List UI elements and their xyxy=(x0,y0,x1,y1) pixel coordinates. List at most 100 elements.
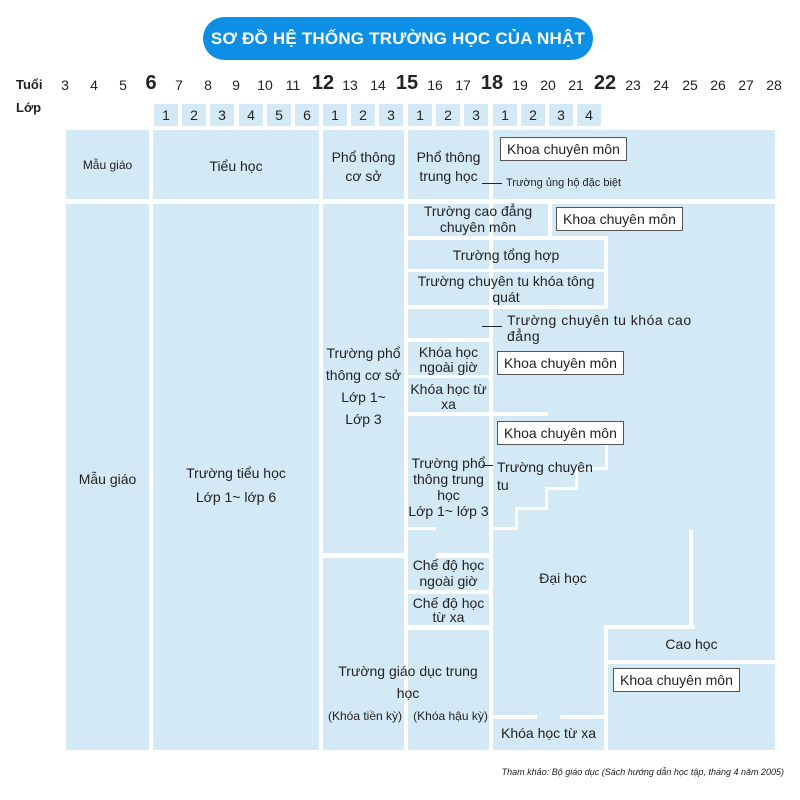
stair-line xyxy=(605,445,608,470)
divider-line xyxy=(66,199,775,204)
grade-cell: 1 xyxy=(493,104,517,126)
age-tick: 24 xyxy=(653,77,669,93)
age-tick: 3 xyxy=(61,77,69,93)
age-tick: 19 xyxy=(512,77,528,93)
grade-cell: 3 xyxy=(464,104,488,126)
tieu-hoc-top-label: Tiểu học xyxy=(209,158,263,174)
age-tick: 4 xyxy=(90,77,98,93)
khoa-tien-ky-label: (Khóa tiền kỳ) xyxy=(327,709,403,723)
age-tick: 27 xyxy=(738,77,754,93)
divider-line xyxy=(489,130,493,750)
age-tick: 14 xyxy=(370,77,386,93)
age-tick: 10 xyxy=(257,77,273,93)
age-tick: 11 xyxy=(285,77,301,93)
age-tick: 6 xyxy=(145,72,157,94)
truong-chuyen-tu-label: Trường chuyên tu xyxy=(497,459,593,493)
stair-line xyxy=(575,467,578,490)
dai-hoc-label: Đại học xyxy=(539,570,587,586)
age-tick: 20 xyxy=(540,77,556,93)
divider-line xyxy=(408,375,493,378)
connector-dash xyxy=(482,183,502,184)
age-tick: 28 xyxy=(766,77,782,93)
truong-ung-ho-label: Trường ủng hộ đặc biệt xyxy=(506,177,622,189)
divider-line xyxy=(408,625,493,630)
divider-line xyxy=(560,715,608,719)
che-do-tu-xa-label: Chế độ học từ xa xyxy=(412,595,485,625)
truong-chuyen-tu-tong-quat-label: Trường chuyên tu khóa tông quát xyxy=(417,273,595,305)
khoa-chuyen-mon-box: Khoa chuyên môn xyxy=(497,351,624,375)
age-tick: 21 xyxy=(568,77,584,93)
grade-cell: 2 xyxy=(182,104,206,126)
age-tick: 26 xyxy=(710,77,726,93)
diagram-title: SƠ ĐỒ HỆ THỐNG TRƯỜNG HỌC CỦA NHẬT xyxy=(203,17,593,60)
divider-line xyxy=(408,527,436,530)
grade-cell: 2 xyxy=(351,104,375,126)
divider-line xyxy=(408,269,604,272)
connector-dash xyxy=(482,465,493,466)
truong-chuyen-tu-cao-dang-label: Trường chuyên tu khóa cao đẳng xyxy=(507,312,692,344)
stair-line xyxy=(575,467,607,470)
pho-thong-co-so-label: Phổ thông cơ sở xyxy=(331,149,396,184)
divider-line xyxy=(408,590,493,594)
divider-line xyxy=(404,130,408,750)
grade-cell: 2 xyxy=(436,104,460,126)
source-note: Tham khảo: Bộ giáo dục (Sách hướng dẫn h… xyxy=(501,767,784,777)
khoa-hoc-ngoai-gio-label: Khóa học ngoài giờ xyxy=(418,344,479,375)
khoa-chuyen-mon-box: Khoa chuyên môn xyxy=(556,207,683,231)
divider-line xyxy=(548,202,552,238)
grade-cell: 4 xyxy=(577,104,601,126)
divider-line xyxy=(408,236,608,240)
khoa-chuyen-mon-box: Khoa chuyên môn xyxy=(613,668,740,692)
age-tick: 7 xyxy=(175,77,183,93)
grade-cell: 1 xyxy=(154,104,178,126)
divider-line xyxy=(408,338,493,342)
stair-line xyxy=(515,507,518,530)
age-tick: 16 xyxy=(427,77,443,93)
grade-cell: 6 xyxy=(295,104,319,126)
stair-line xyxy=(493,527,518,530)
stair-line xyxy=(545,487,577,490)
khoa-chuyen-mon-box: Khoa chuyên môn xyxy=(500,137,627,161)
age-tick: 13 xyxy=(342,77,358,93)
truong-pho-thong-trung-hoc-label: Trường phổ thông trung học Lớp 1~ lớp 3 xyxy=(408,455,489,519)
age-tick: 8 xyxy=(204,77,212,93)
grade-cell: 1 xyxy=(408,104,432,126)
divider-line xyxy=(319,130,323,750)
diagram-background xyxy=(66,130,775,750)
age-tick: 25 xyxy=(682,77,698,93)
divider-line xyxy=(604,236,608,306)
divider-line xyxy=(604,660,775,664)
age-row-label: Tuổi xyxy=(16,77,43,92)
grade-cell: 3 xyxy=(549,104,573,126)
divider-line xyxy=(323,553,407,558)
grade-cell: 3 xyxy=(210,104,234,126)
connector-dash xyxy=(482,326,502,327)
truong-cao-dang-label: Trường cao đẳng chuyên môn xyxy=(423,203,533,235)
divider-line xyxy=(689,530,693,629)
truong-pho-thong-co-so-label: Trường phổ thông cơ sở Lớp 1~ Lớp 3 xyxy=(325,345,402,427)
age-tick: 15 xyxy=(395,72,419,94)
mau-giao-top-label: Mẫu giáo xyxy=(82,158,133,172)
age-tick: 22 xyxy=(593,72,617,94)
khoa-hoc-tu-xa-bottom-label: Khóa học từ xa xyxy=(501,725,596,741)
divider-line xyxy=(149,130,153,750)
truong-tieu-hoc-label: Trường tiểu học Lớp 1~ lớp 6 xyxy=(186,465,286,505)
divider-line xyxy=(408,412,548,416)
mau-giao-main-label: Mẫu giáo xyxy=(78,471,137,487)
khoa-hoc-tu-xa-label: Khóa học từ xa xyxy=(410,381,487,412)
divider-line xyxy=(408,305,608,309)
grade-cell: 4 xyxy=(239,104,263,126)
divider-line xyxy=(436,553,493,558)
age-tick: 9 xyxy=(232,77,240,93)
divider-line xyxy=(604,625,695,629)
divider-line xyxy=(604,625,608,750)
grade-cell: 1 xyxy=(323,104,347,126)
grade-cell: 3 xyxy=(379,104,403,126)
age-tick: 12 xyxy=(311,72,335,94)
age-tick: 23 xyxy=(625,77,641,93)
grade-row-label: Lớp xyxy=(16,100,42,115)
grade-cell: 5 xyxy=(267,104,291,126)
grade-cell: 2 xyxy=(521,104,545,126)
che-do-ngoai-gio-label: Chế độ học ngoài giờ xyxy=(412,557,485,589)
cao-hoc-label: Cao học xyxy=(665,636,718,652)
